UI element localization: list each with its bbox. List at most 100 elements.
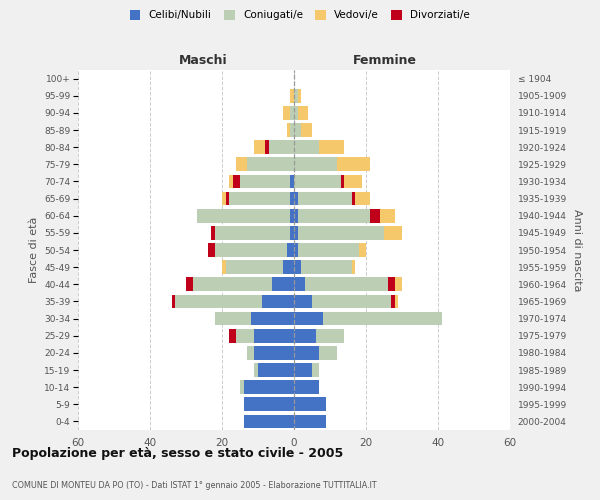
Bar [294, 363, 312, 377]
Bar [352, 260, 355, 274]
Bar [254, 346, 294, 360]
Bar [380, 209, 395, 222]
Bar [215, 312, 251, 326]
Bar [211, 226, 215, 239]
Bar [222, 192, 226, 205]
Text: Maschi: Maschi [179, 54, 227, 66]
Bar [193, 278, 272, 291]
Bar [301, 260, 352, 274]
Bar [247, 346, 254, 360]
Bar [197, 209, 290, 222]
Bar [229, 192, 290, 205]
Bar [305, 278, 388, 291]
Bar [233, 174, 240, 188]
Bar [222, 260, 226, 274]
Bar [172, 294, 175, 308]
Bar [294, 174, 341, 188]
Bar [254, 363, 258, 377]
Bar [254, 140, 265, 154]
Bar [240, 380, 244, 394]
Bar [269, 140, 294, 154]
Bar [319, 140, 344, 154]
Bar [337, 158, 370, 171]
Bar [294, 380, 319, 394]
Bar [226, 260, 283, 274]
Bar [312, 363, 319, 377]
Bar [294, 329, 316, 342]
Bar [287, 123, 290, 137]
Bar [298, 106, 308, 120]
Bar [229, 174, 233, 188]
Bar [290, 174, 294, 188]
Bar [294, 89, 298, 102]
Bar [395, 294, 398, 308]
Bar [355, 192, 370, 205]
Bar [226, 192, 229, 205]
Bar [215, 226, 290, 239]
Bar [290, 123, 294, 137]
Bar [298, 226, 384, 239]
Bar [247, 158, 294, 171]
Bar [294, 294, 312, 308]
Bar [287, 243, 294, 257]
Bar [294, 192, 298, 205]
Bar [370, 209, 380, 222]
Bar [294, 260, 301, 274]
Bar [254, 329, 294, 342]
Bar [316, 329, 344, 342]
Bar [294, 209, 298, 222]
Bar [236, 158, 247, 171]
Y-axis label: Anni di nascita: Anni di nascita [572, 209, 583, 291]
Bar [298, 243, 359, 257]
Bar [294, 123, 301, 137]
Bar [244, 398, 294, 411]
Bar [290, 89, 294, 102]
Text: Popolazione per età, sesso e stato civile - 2005: Popolazione per età, sesso e stato civil… [12, 448, 343, 460]
Bar [290, 226, 294, 239]
Bar [290, 192, 294, 205]
Bar [229, 329, 236, 342]
Bar [294, 414, 326, 428]
Bar [395, 278, 402, 291]
Bar [301, 123, 312, 137]
Bar [294, 106, 298, 120]
Bar [294, 226, 298, 239]
Bar [319, 346, 337, 360]
Bar [391, 294, 395, 308]
Bar [175, 294, 262, 308]
Text: COMUNE DI MONTEU DA PO (TO) - Dati ISTAT 1° gennaio 2005 - Elaborazione TUTTITAL: COMUNE DI MONTEU DA PO (TO) - Dati ISTAT… [12, 480, 377, 490]
Bar [388, 278, 395, 291]
Bar [298, 209, 370, 222]
Bar [240, 174, 290, 188]
Bar [265, 140, 269, 154]
Bar [294, 312, 323, 326]
Bar [344, 174, 362, 188]
Bar [262, 294, 294, 308]
Bar [244, 380, 294, 394]
Bar [290, 209, 294, 222]
Bar [294, 346, 319, 360]
Bar [283, 260, 294, 274]
Bar [272, 278, 294, 291]
Y-axis label: Fasce di età: Fasce di età [29, 217, 38, 283]
Bar [244, 414, 294, 428]
Bar [294, 398, 326, 411]
Bar [294, 140, 319, 154]
Bar [359, 243, 366, 257]
Bar [352, 192, 355, 205]
Bar [208, 243, 215, 257]
Bar [294, 243, 298, 257]
Bar [294, 278, 305, 291]
Text: Femmine: Femmine [353, 54, 417, 66]
Bar [186, 278, 193, 291]
Bar [251, 312, 294, 326]
Bar [323, 312, 442, 326]
Bar [341, 174, 344, 188]
Bar [312, 294, 391, 308]
Legend: Celibi/Nubili, Coniugati/e, Vedovi/e, Divorziati/e: Celibi/Nubili, Coniugati/e, Vedovi/e, Di… [130, 10, 470, 20]
Bar [298, 192, 352, 205]
Bar [384, 226, 402, 239]
Bar [283, 106, 290, 120]
Bar [215, 243, 287, 257]
Bar [294, 158, 337, 171]
